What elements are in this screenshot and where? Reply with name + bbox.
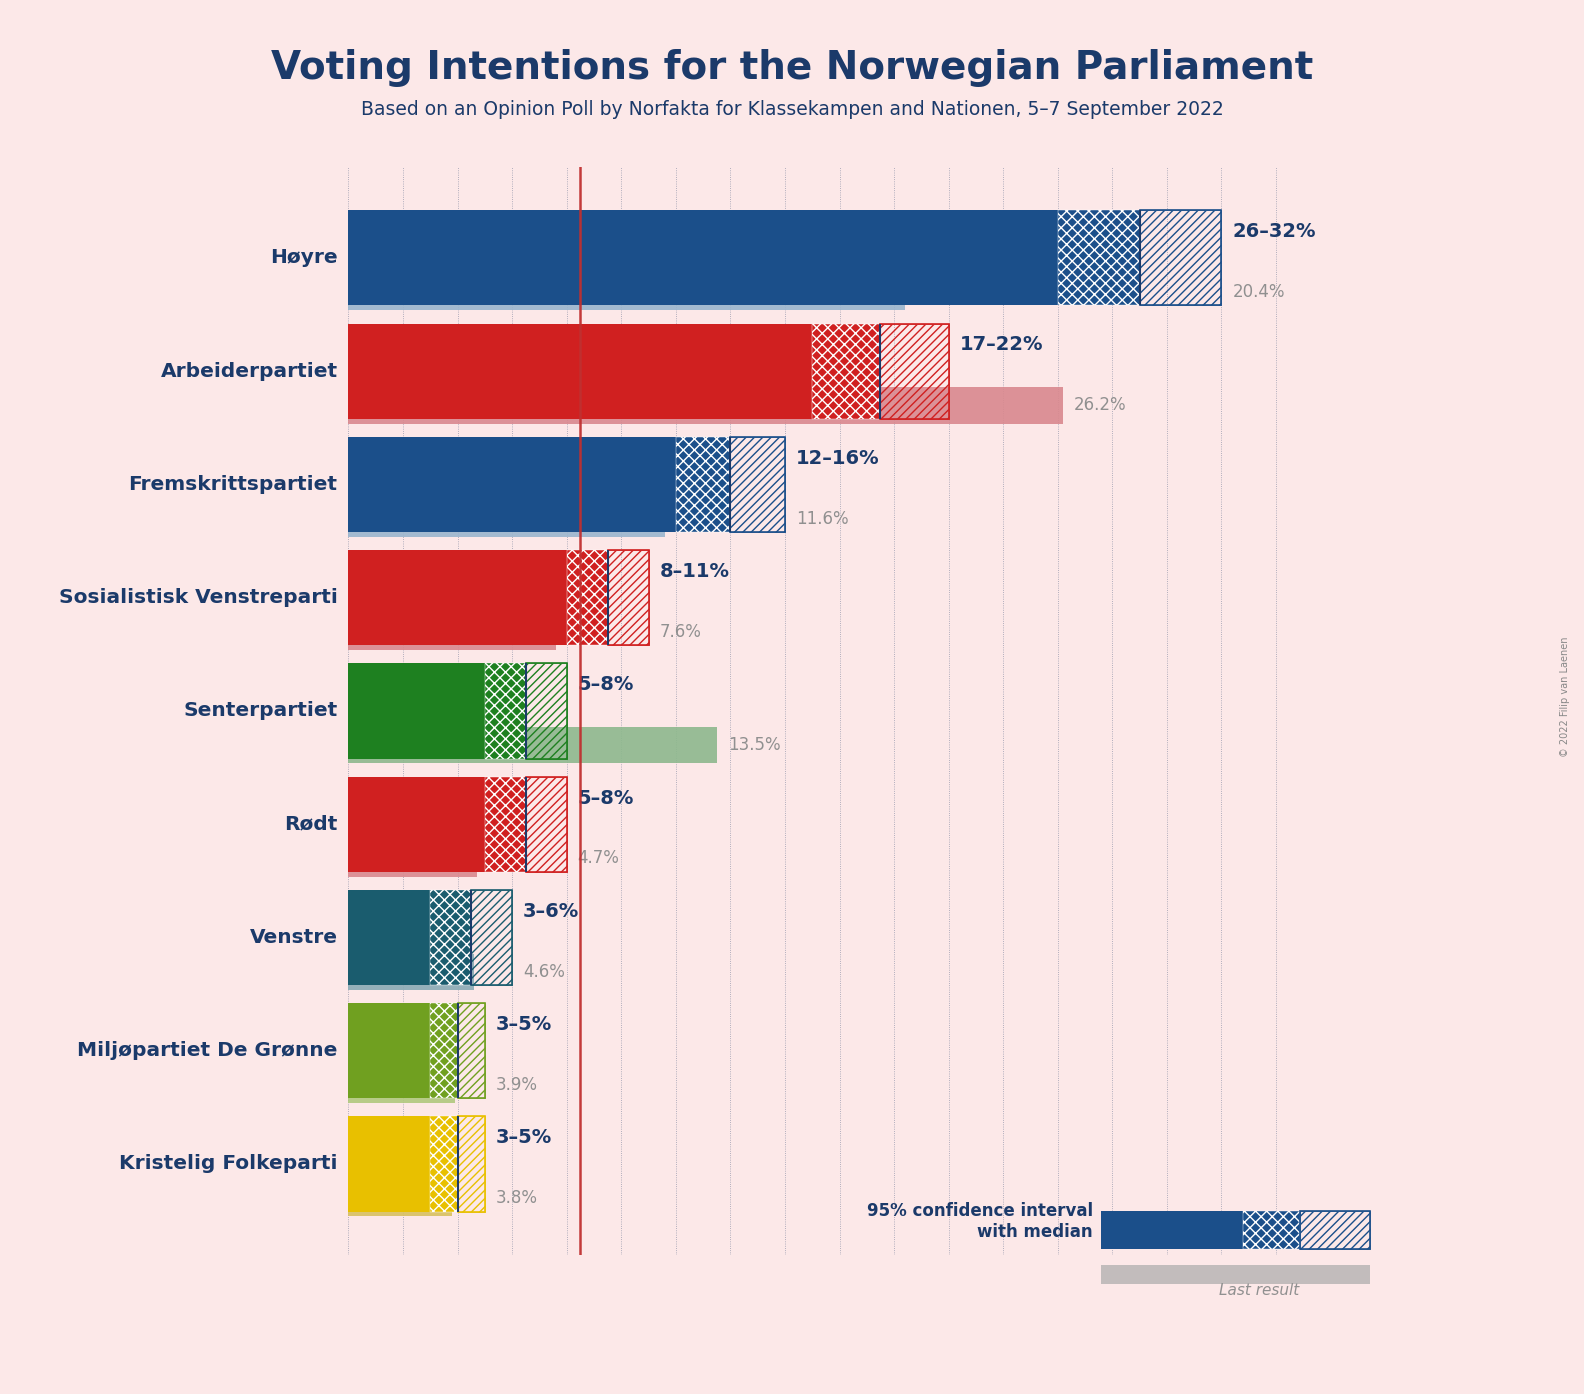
Bar: [730, 436, 786, 533]
Bar: [526, 664, 567, 758]
Bar: [813, 323, 881, 418]
Text: 26.2%: 26.2%: [1074, 396, 1126, 414]
Bar: [1058, 210, 1139, 305]
Text: Kristelig Folkeparti: Kristelig Folkeparti: [119, 1154, 337, 1174]
Bar: [348, 889, 431, 986]
Text: 17–22%: 17–22%: [960, 336, 1042, 354]
Bar: [348, 323, 813, 418]
Text: 5–8%: 5–8%: [578, 675, 634, 694]
Bar: [881, 323, 949, 418]
Text: 3.9%: 3.9%: [496, 1076, 539, 1094]
Bar: [348, 728, 716, 764]
Text: Venstre: Venstre: [250, 928, 337, 947]
Bar: [1300, 1211, 1370, 1249]
Bar: [348, 500, 665, 537]
Bar: [485, 664, 526, 758]
Text: 3.8%: 3.8%: [496, 1189, 539, 1207]
Bar: [348, 275, 904, 311]
Bar: [472, 889, 512, 986]
Bar: [431, 1117, 458, 1211]
Bar: [348, 953, 474, 990]
Bar: [458, 1117, 485, 1211]
Text: 8–11%: 8–11%: [659, 562, 730, 581]
Text: 4.7%: 4.7%: [578, 849, 619, 867]
Bar: [458, 1004, 485, 1098]
Bar: [348, 841, 477, 877]
Bar: [526, 776, 567, 871]
Text: 4.6%: 4.6%: [523, 963, 565, 981]
Text: 3–6%: 3–6%: [523, 902, 580, 921]
Bar: [348, 1117, 431, 1211]
Bar: [348, 1066, 455, 1103]
Bar: [1101, 1211, 1243, 1249]
Text: Arbeiderpartiet: Arbeiderpartiet: [160, 361, 337, 381]
Bar: [348, 551, 567, 645]
Text: 3–5%: 3–5%: [496, 1015, 553, 1034]
Text: Last result: Last result: [1220, 1284, 1299, 1298]
Bar: [348, 776, 485, 871]
Text: Sosialistisk Venstreparti: Sosialistisk Venstreparti: [59, 588, 337, 608]
Text: 11.6%: 11.6%: [795, 510, 849, 528]
Text: 13.5%: 13.5%: [727, 736, 781, 754]
Bar: [348, 388, 1063, 424]
Bar: [348, 210, 1058, 305]
Bar: [1101, 1264, 1370, 1284]
Text: Based on an Opinion Poll by Norfakta for Klassekampen and Nationen, 5–7 Septembe: Based on an Opinion Poll by Norfakta for…: [361, 100, 1223, 120]
Bar: [472, 889, 512, 986]
Bar: [526, 776, 567, 871]
Bar: [458, 1117, 485, 1211]
Bar: [526, 664, 567, 758]
Bar: [485, 776, 526, 871]
Text: 95% confidence interval
with median: 95% confidence interval with median: [866, 1203, 1093, 1241]
Text: Fremskrittspartiet: Fremskrittspartiet: [128, 475, 337, 493]
Bar: [730, 436, 786, 533]
Text: Rødt: Rødt: [284, 814, 337, 834]
Bar: [431, 889, 472, 986]
Bar: [881, 323, 949, 418]
Bar: [348, 1181, 451, 1217]
Bar: [1139, 210, 1221, 305]
Bar: [1243, 1211, 1300, 1249]
Text: 3–5%: 3–5%: [496, 1128, 553, 1147]
Text: Høyre: Høyre: [269, 248, 337, 268]
Bar: [458, 1004, 485, 1098]
Text: Miljøpartiet De Grønne: Miljøpartiet De Grønne: [78, 1041, 337, 1061]
Text: 7.6%: 7.6%: [659, 623, 702, 641]
Bar: [1139, 210, 1221, 305]
Bar: [567, 551, 608, 645]
Text: 26–32%: 26–32%: [1232, 222, 1316, 241]
Bar: [348, 664, 485, 758]
Bar: [676, 436, 730, 533]
Text: 5–8%: 5–8%: [578, 789, 634, 807]
Text: 12–16%: 12–16%: [795, 449, 879, 468]
Bar: [348, 613, 556, 650]
Bar: [348, 436, 676, 533]
Text: 20.4%: 20.4%: [1232, 283, 1285, 301]
Bar: [608, 551, 648, 645]
Text: Senterpartiet: Senterpartiet: [184, 701, 337, 721]
Bar: [608, 551, 648, 645]
Text: © 2022 Filip van Laenen: © 2022 Filip van Laenen: [1560, 637, 1570, 757]
Bar: [431, 1004, 458, 1098]
Text: Voting Intentions for the Norwegian Parliament: Voting Intentions for the Norwegian Parl…: [271, 49, 1313, 86]
Bar: [1300, 1211, 1370, 1249]
Bar: [348, 1004, 431, 1098]
